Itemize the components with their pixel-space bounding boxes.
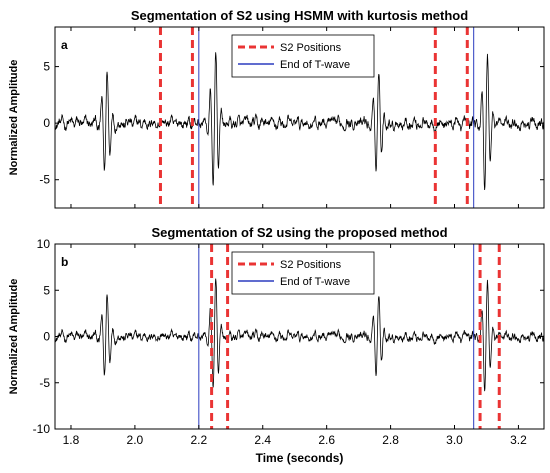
y-tick-label: 5 <box>43 283 50 297</box>
x-tick-label: 3.0 <box>446 433 463 447</box>
y-tick-label: -10 <box>33 422 51 436</box>
chart-title: Segmentation of S2 using the proposed me… <box>151 225 447 240</box>
legend-box <box>231 251 375 295</box>
chart-panel-b: Segmentation of S2 using the proposed me… <box>8 225 545 465</box>
x-tick-label: 2.6 <box>318 433 335 447</box>
y-axis-label: Normalized Amplitude <box>8 60 20 176</box>
panel-label: a <box>61 38 68 52</box>
y-tick-label: 10 <box>37 237 51 251</box>
signal-line <box>55 278 544 392</box>
legend-label: S2 Positions <box>280 42 342 54</box>
x-tick-label: 2.0 <box>127 433 144 447</box>
panel-label: b <box>61 255 68 269</box>
signal-line <box>55 52 544 191</box>
y-tick-label: -5 <box>39 173 50 187</box>
legend-label: S2 Positions <box>280 259 342 271</box>
chart-title: Segmentation of S2 using HSMM with kurto… <box>131 8 468 23</box>
legend-box <box>231 34 375 78</box>
x-tick-label: 1.8 <box>63 433 80 447</box>
x-tick-label: 2.4 <box>254 433 271 447</box>
x-tick-label: 3.2 <box>510 433 527 447</box>
x-tick-label: 2.8 <box>382 433 399 447</box>
y-tick-label: -5 <box>39 376 50 390</box>
chart-panel-a: Segmentation of S2 using HSMM with kurto… <box>8 8 545 209</box>
legend-label: End of T-wave <box>280 59 350 71</box>
y-tick-label: 0 <box>43 116 50 130</box>
y-axis-label: Normalized Amplitude <box>8 279 20 395</box>
x-axis-label: Time (seconds) <box>256 451 344 465</box>
y-tick-label: 5 <box>43 60 50 74</box>
y-tick-label: 0 <box>43 330 50 344</box>
legend-label: End of T-wave <box>280 276 350 288</box>
axes-frame <box>54 26 545 209</box>
x-tick-label: 2.2 <box>190 433 207 447</box>
